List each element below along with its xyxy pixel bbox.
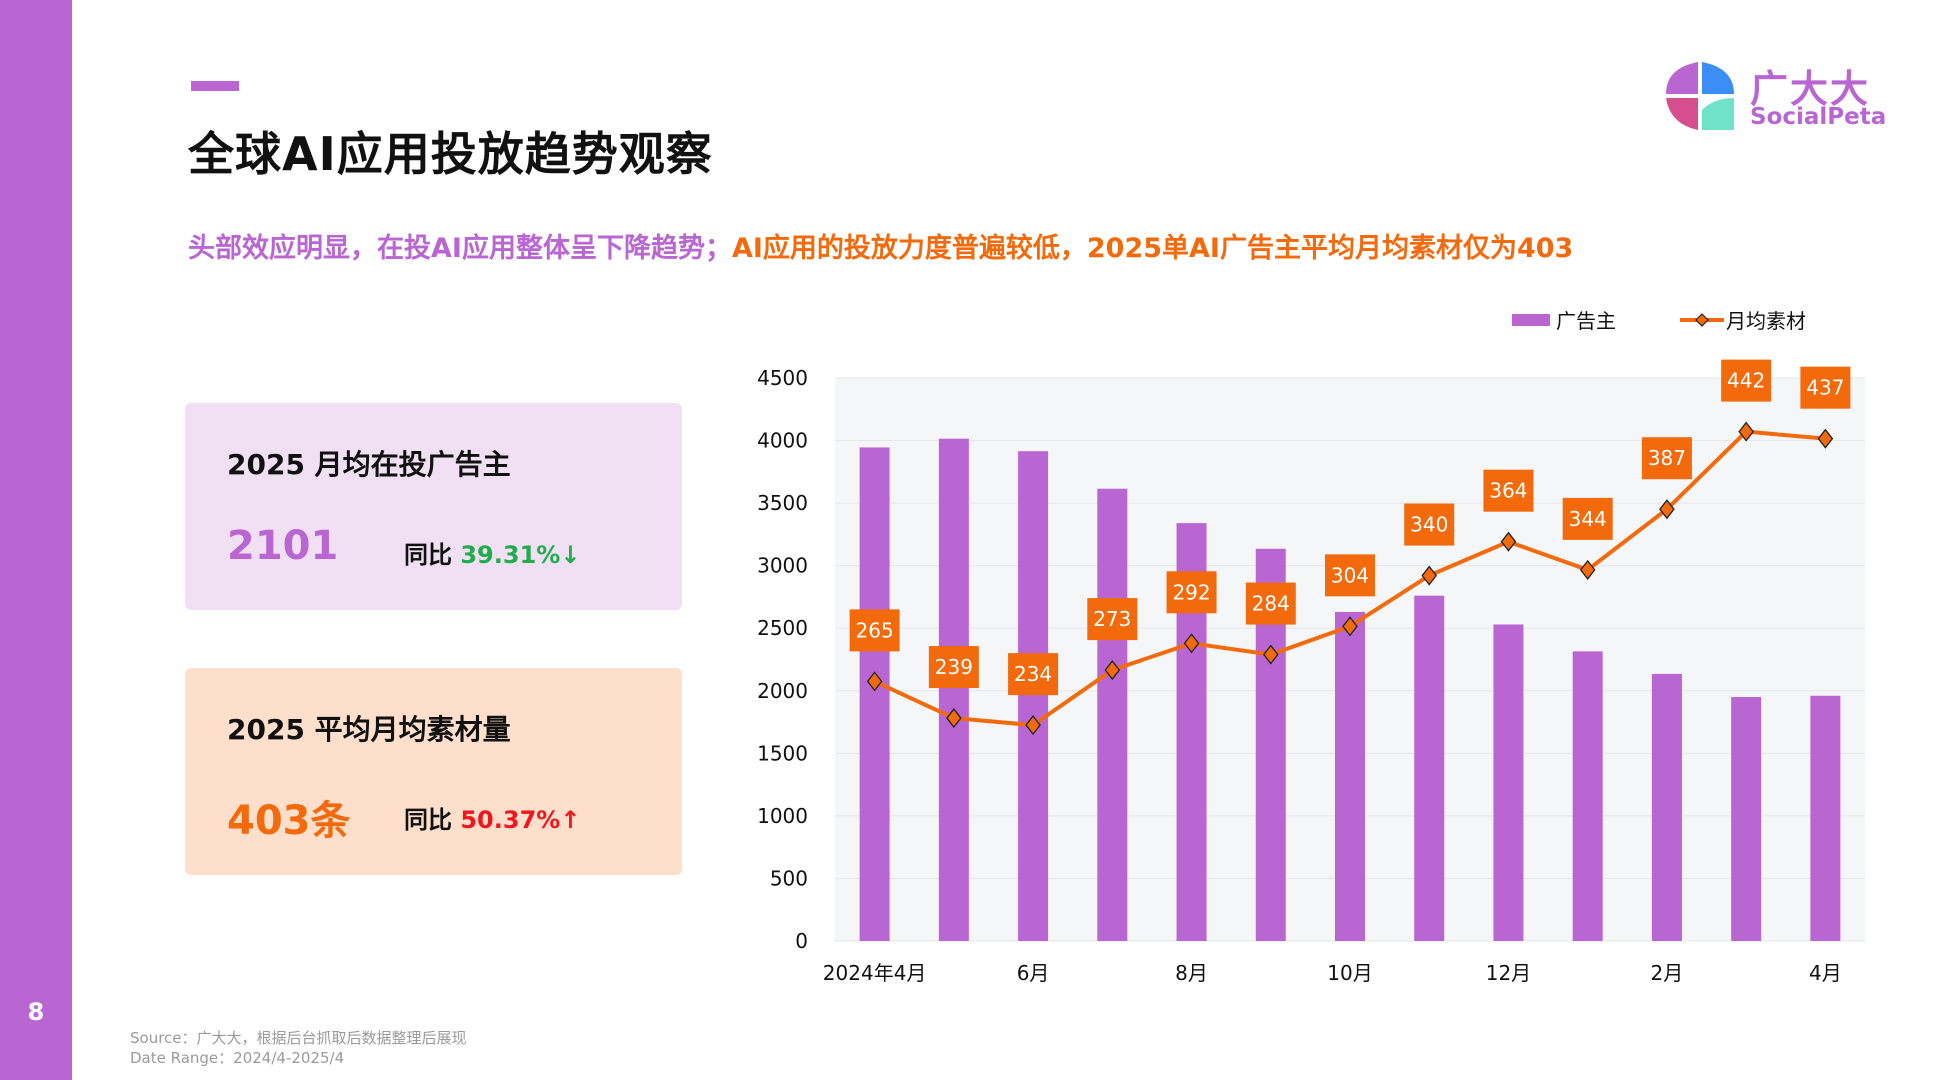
yoy: 同比 39.31%↓	[404, 535, 580, 570]
data-label-box	[1404, 503, 1455, 546]
line-marker	[866, 671, 883, 692]
line-marker	[1104, 660, 1121, 681]
data-label-box	[1800, 366, 1851, 409]
bar	[1810, 695, 1841, 941]
legend-line-swatch	[1680, 312, 1724, 327]
legend-label: 月均素材	[1726, 309, 1806, 333]
x-tick-label: 2月	[1651, 961, 1684, 985]
y-tick-label: 3500	[757, 491, 808, 515]
data-label: 387	[1648, 446, 1686, 470]
subtitle-part1: 头部效应明显，在投AI应用整体呈下降趋势；	[188, 233, 732, 264]
data-label-box	[1325, 554, 1375, 597]
card-value: 403条	[227, 798, 351, 844]
data-label: 239	[935, 655, 973, 679]
data-label-box	[1483, 469, 1534, 512]
data-label: 234	[1014, 662, 1052, 686]
line-marker	[1342, 616, 1358, 637]
bar	[1651, 673, 1682, 941]
legend-advertiser: 广告主	[1512, 305, 1616, 334]
legend-label: 广告主	[1556, 309, 1616, 333]
data-label-box	[1245, 582, 1296, 625]
bar	[859, 447, 890, 941]
data-label-box	[1087, 598, 1138, 641]
x-tick-label: 6月	[1017, 961, 1050, 985]
data-label-box	[1641, 437, 1692, 480]
line-marker	[1579, 559, 1596, 580]
data-label: 292	[1172, 580, 1210, 604]
x-tick-label: 2024年4月	[823, 961, 927, 985]
bar	[1018, 451, 1049, 941]
socialpeta-logo: 广大大 SocialPeta	[1664, 60, 1887, 132]
line-marker	[1817, 428, 1834, 449]
bar	[1335, 611, 1365, 941]
y-tick-label: 0	[795, 929, 808, 953]
data-label: 340	[1410, 513, 1448, 537]
card-title: 2025 平均月均素材量	[227, 713, 511, 746]
y-tick-label: 1500	[757, 741, 808, 765]
data-label: 344	[1569, 507, 1607, 531]
data-label-box	[1721, 359, 1772, 402]
card-value: 2101	[227, 523, 339, 569]
y-tick-label: 500	[770, 866, 808, 890]
data-label-box	[849, 609, 900, 652]
yoy-value: 50.37%↑	[460, 806, 581, 834]
line-marker	[1500, 531, 1517, 552]
footer-date-range: Date Range：2024/4-2025/4	[130, 1049, 345, 1067]
subtitle-part2: AI应用的投放力度普遍较低，2025单AI广告主平均月均素材仅为403	[731, 233, 1574, 264]
data-label: 284	[1252, 592, 1290, 616]
data-label-box	[1562, 497, 1613, 540]
y-tick-label: 3000	[757, 554, 808, 578]
side-bar	[0, 0, 72, 1080]
x-tick-label: 12月	[1486, 961, 1531, 985]
x-tick-label: 4月	[1809, 961, 1842, 985]
line-marker	[1025, 715, 1041, 736]
line-marker	[1659, 499, 1675, 520]
y-tick-label: 4500	[757, 366, 808, 390]
footer-source: Source：广大大，根据后台抓取后数据整理后展现	[130, 1029, 467, 1047]
title-accent	[191, 81, 239, 91]
y-tick-label: 4000	[757, 429, 808, 453]
y-tick-label: 1000	[757, 804, 808, 828]
card-title: 2025 月均在投广告主	[227, 448, 511, 481]
bar	[1493, 624, 1524, 941]
data-label-box	[1008, 653, 1059, 696]
bar	[938, 438, 969, 941]
y-tick-label: 2000	[757, 679, 808, 703]
data-label: 273	[1093, 607, 1131, 631]
data-label: 364	[1489, 479, 1527, 503]
data-label: 304	[1331, 563, 1369, 587]
data-label-box	[928, 646, 979, 689]
page-title: 全球AI应用投放趋势观察	[188, 127, 713, 181]
line-marker	[1262, 644, 1279, 665]
legend-creatives: 月均素材	[1680, 305, 1806, 334]
page-number: 8	[27, 998, 45, 1026]
line-marker	[1738, 421, 1754, 442]
creative-card: 2025 平均月均素材量 403条 同比 50.37%↑	[185, 668, 682, 875]
legend-bar-swatch	[1512, 313, 1550, 326]
x-tick-label: 10月	[1327, 961, 1372, 985]
data-label: 265	[856, 618, 894, 642]
bar	[1572, 651, 1603, 941]
x-tick-label: 8月	[1175, 961, 1208, 985]
subtitle: 头部效应明显，在投AI应用整体呈下降趋势；AI应用的投放力度普遍较低，2025单…	[188, 226, 1573, 265]
bar	[1414, 595, 1445, 941]
data-label-box	[1166, 571, 1217, 614]
bar	[1097, 488, 1128, 941]
logo-icon	[1666, 62, 1734, 130]
y-tick-label: 2500	[757, 616, 808, 640]
data-label: 442	[1727, 369, 1765, 393]
advertiser-card: 2025 月均在投广告主 2101 同比 39.31%↓	[185, 403, 682, 610]
bar	[1731, 697, 1762, 941]
yoy-value: 39.31%↓	[460, 541, 581, 569]
data-label: 437	[1806, 376, 1844, 400]
yoy: 同比 50.37%↑	[404, 800, 580, 835]
logo-text-cn: 广大大	[1750, 67, 1871, 111]
yoy-label: 同比	[404, 541, 452, 569]
line-marker	[946, 707, 962, 729]
line-marker	[1421, 565, 1438, 586]
logo-text-en: SocialPeta	[1750, 104, 1887, 130]
yoy-label: 同比	[404, 806, 452, 834]
line-marker	[1183, 633, 1200, 654]
